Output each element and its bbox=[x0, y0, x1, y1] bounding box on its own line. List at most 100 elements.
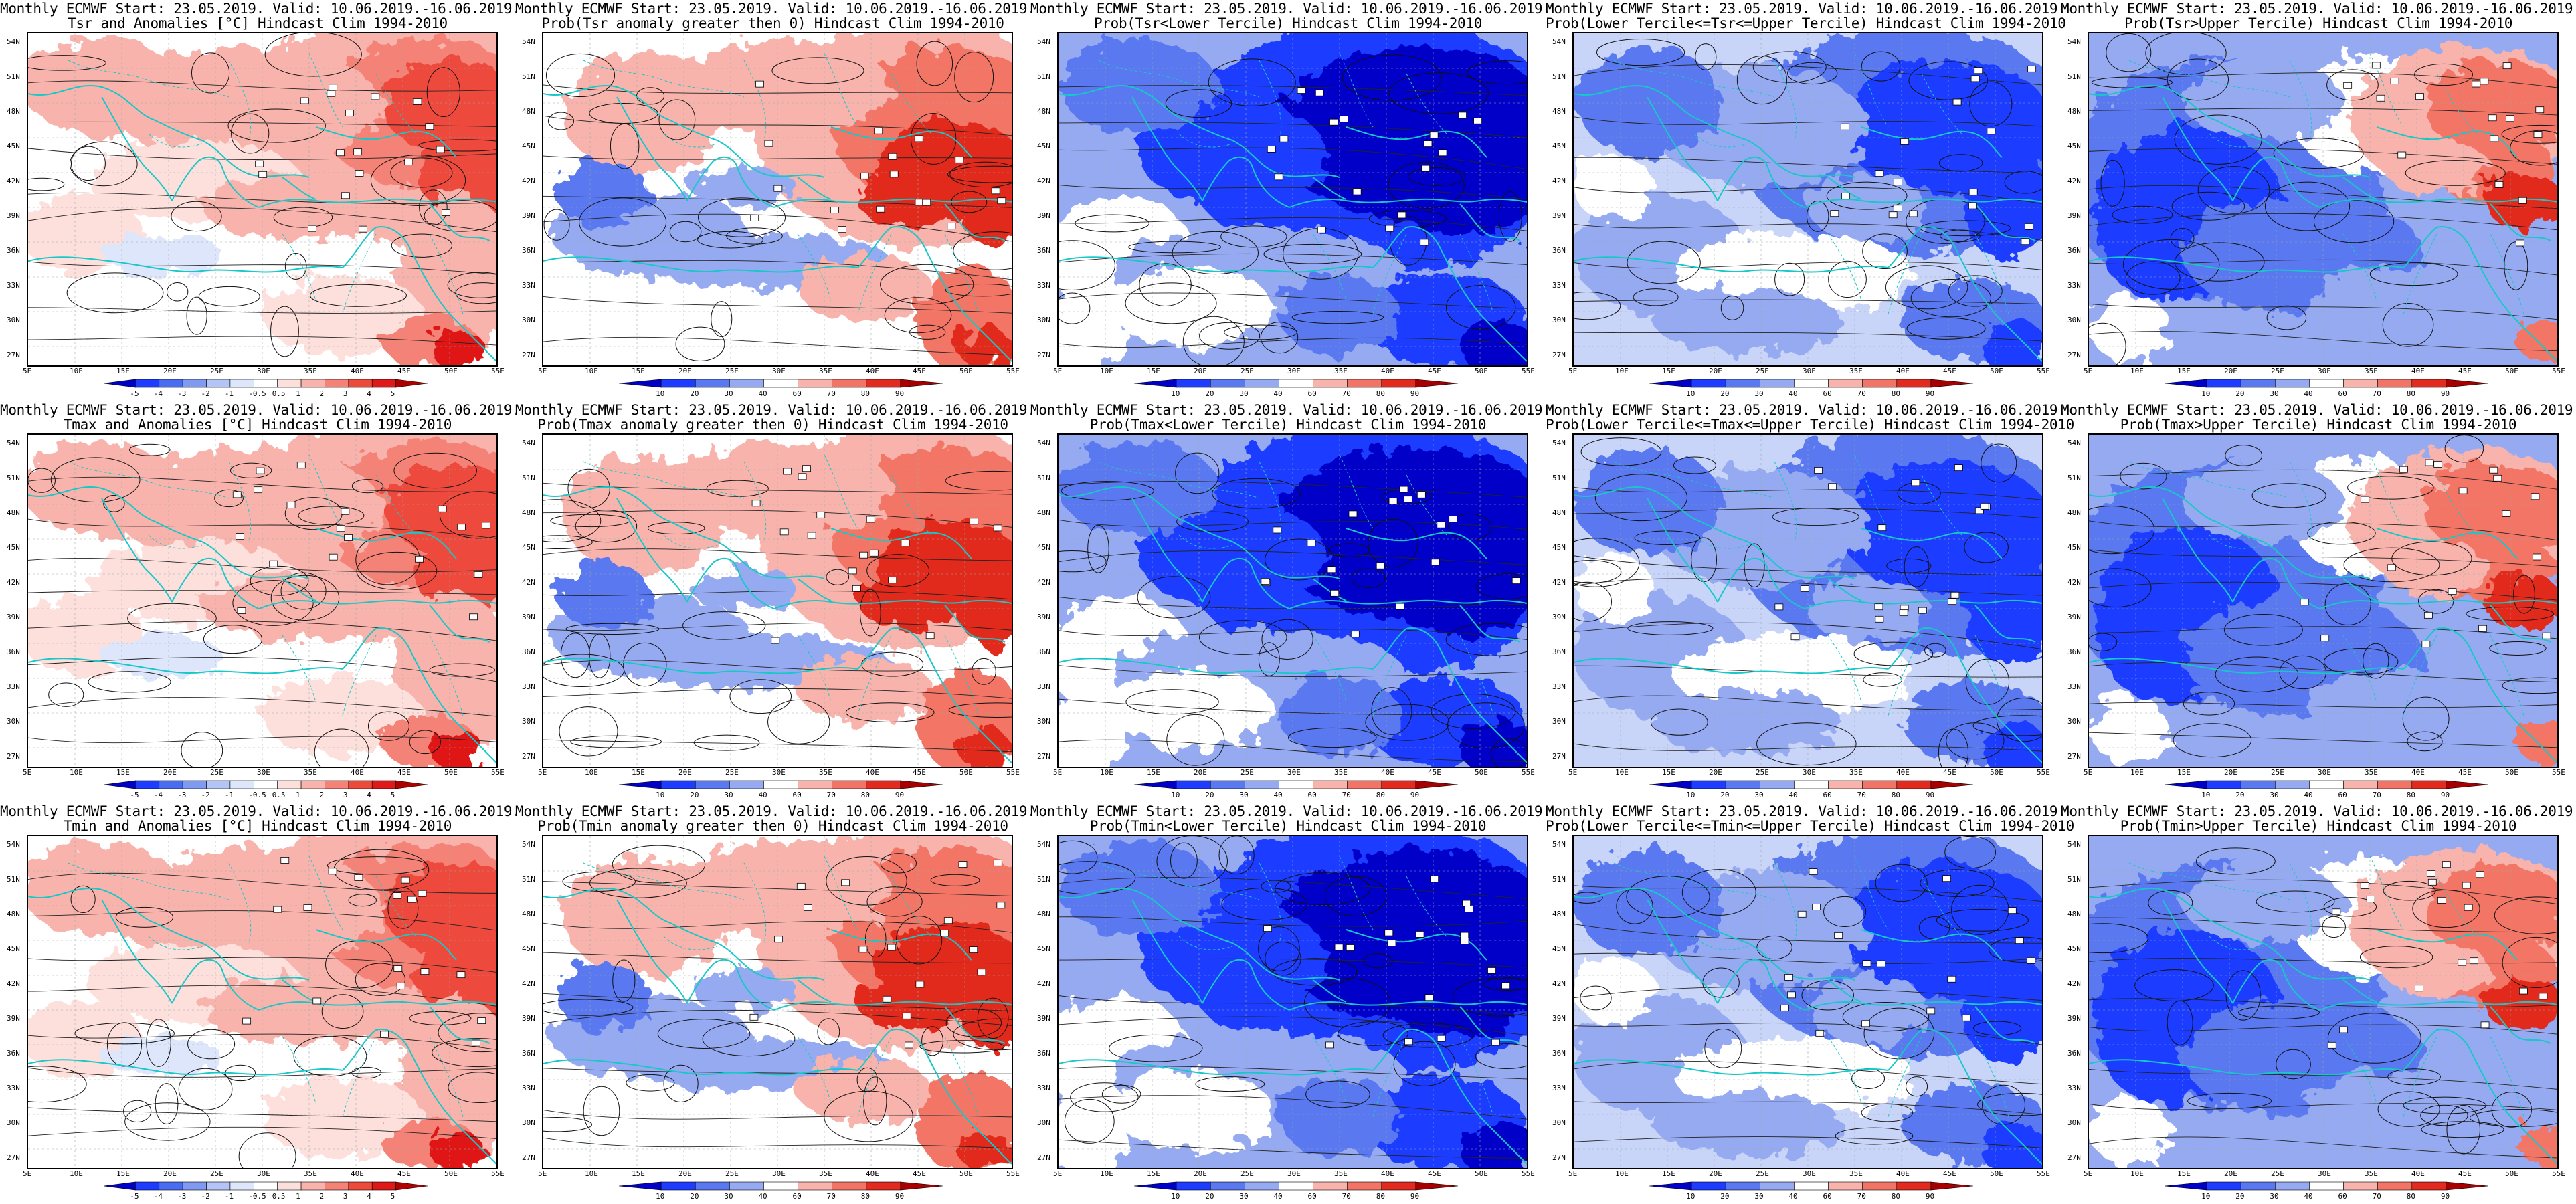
station-marker bbox=[2458, 487, 2468, 494]
colorbar-swatch bbox=[254, 780, 278, 789]
coastline bbox=[1372, 1029, 1527, 1165]
latitude-label: 36N bbox=[1037, 246, 1050, 255]
isotherm-contour bbox=[2089, 662, 2557, 683]
colorbar-swatch bbox=[277, 1181, 302, 1191]
country-border bbox=[429, 233, 464, 315]
field-shade bbox=[1808, 575, 1928, 642]
colorbar-swatches bbox=[1649, 1181, 1973, 1191]
isotherm-contour bbox=[88, 671, 171, 693]
country-border bbox=[1459, 233, 1494, 315]
country-border bbox=[429, 1036, 464, 1118]
country-border bbox=[2403, 635, 2437, 716]
station-marker bbox=[2476, 871, 2484, 878]
isotherm-contour bbox=[2148, 890, 2193, 916]
station-marker bbox=[344, 534, 353, 541]
station-marker bbox=[1340, 116, 1348, 122]
field-shade bbox=[1962, 555, 2042, 662]
colorbar-label: 90 bbox=[2440, 1192, 2450, 1201]
longitude-label: 55E bbox=[491, 1169, 504, 1178]
longitude-label: 35E bbox=[1334, 768, 1348, 777]
isotherm-contour bbox=[390, 157, 453, 188]
isotherm-contour bbox=[682, 611, 766, 640]
colorbar-swatches bbox=[1134, 379, 1458, 388]
isotherm-contour bbox=[1633, 288, 1679, 306]
isotherm-contour bbox=[1627, 621, 1714, 635]
isotherm-contour bbox=[767, 699, 830, 744]
isotherm-contour bbox=[310, 284, 407, 307]
station-marker bbox=[1431, 559, 1440, 566]
isotherm-contour bbox=[146, 1019, 171, 1067]
station-marker bbox=[273, 906, 282, 913]
isotherm-contour bbox=[28, 697, 496, 717]
isotherm-contour bbox=[543, 660, 1012, 672]
latitude-label: 48N bbox=[2067, 107, 2081, 116]
field-shade bbox=[1982, 722, 2042, 767]
isotherm-contour bbox=[2279, 655, 2327, 690]
isotherm-contour bbox=[1828, 260, 1867, 298]
isotherm-contour bbox=[2089, 923, 2149, 954]
colorbar-label: 60 bbox=[792, 389, 802, 398]
longitude-label: 50E bbox=[1990, 1169, 2003, 1178]
coastline bbox=[28, 887, 310, 981]
colorbar-swatch bbox=[104, 780, 136, 789]
country-border bbox=[797, 1036, 832, 1104]
field-shade bbox=[1962, 957, 2042, 1064]
panel-title-line1: Monthly ECMWF Start: 23.05.2019. Valid: … bbox=[2061, 402, 2576, 418]
isotherm-contour bbox=[187, 1029, 236, 1060]
isotherm-contour bbox=[1756, 722, 1857, 766]
isotherm-contour bbox=[28, 1066, 87, 1103]
field-shade bbox=[858, 977, 965, 1030]
station-marker bbox=[838, 226, 846, 233]
station-marker bbox=[1397, 211, 1406, 219]
station-marker bbox=[1307, 540, 1316, 546]
coastline bbox=[171, 959, 260, 1011]
isotherm-contour bbox=[1101, 1084, 1141, 1104]
map-field bbox=[1574, 33, 2042, 365]
colorbar-swatch bbox=[1381, 780, 1416, 789]
latitude-label: 51N bbox=[1552, 72, 1566, 81]
longitude-label: 5E bbox=[2084, 768, 2093, 777]
colorbar-swatch bbox=[159, 379, 183, 388]
latitude-label: 45N bbox=[1037, 543, 1050, 552]
latitude-label: 30N bbox=[1037, 717, 1050, 726]
isotherm-contour bbox=[1351, 568, 1386, 589]
coastline bbox=[1827, 578, 1862, 601]
station-marker bbox=[1861, 1020, 1870, 1027]
colorbar bbox=[1134, 1181, 1458, 1191]
isotherm-contour bbox=[675, 326, 725, 361]
colorbar-swatch bbox=[1381, 1181, 1416, 1191]
isotherm-contour bbox=[28, 148, 496, 160]
longitude-label: 45E bbox=[1428, 1169, 1441, 1178]
station-marker bbox=[2437, 896, 2446, 904]
isotherm-contour bbox=[186, 296, 207, 335]
latitude-label: 27N bbox=[522, 350, 535, 359]
colorbar-swatches bbox=[619, 1181, 943, 1191]
map-panel: Monthly ECMWF Start: 23.05.2019. Valid: … bbox=[515, 0, 1036, 401]
longitude-label: 55E bbox=[2552, 367, 2565, 375]
station-marker bbox=[1334, 944, 1344, 951]
colorbar-swatch bbox=[325, 1181, 349, 1191]
station-marker bbox=[1862, 960, 1871, 967]
isotherm-contour bbox=[543, 209, 570, 241]
country-border bbox=[1774, 461, 1797, 542]
country-border bbox=[68, 60, 229, 98]
colorbar-label: 40 bbox=[758, 389, 767, 398]
coastline bbox=[1059, 486, 1340, 579]
isotherm-contour bbox=[2326, 69, 2379, 101]
station-marker bbox=[1809, 868, 1818, 875]
panel-title-line2: Tmin and Anomalies [°C] Hindcast Clim 19… bbox=[63, 818, 452, 834]
isotherm-contour bbox=[1752, 51, 1827, 83]
isotherm-contour bbox=[1861, 51, 1901, 82]
longitude-label: 5E bbox=[23, 1169, 32, 1178]
panel-title-line2: Prob(Lower Tercile<=Tmin<=Upper Tercile)… bbox=[1546, 818, 2074, 834]
station-marker bbox=[1420, 239, 1429, 246]
isotherm-contour bbox=[2420, 1104, 2468, 1126]
station-marker bbox=[2489, 466, 2498, 474]
longitude-label: 30E bbox=[257, 768, 270, 777]
colorbar-swatch bbox=[1691, 1181, 1726, 1191]
colorbar-label: 1 bbox=[296, 791, 300, 799]
country-border bbox=[375, 73, 417, 134]
station-marker bbox=[1348, 510, 1358, 518]
country-border bbox=[1178, 936, 1233, 950]
